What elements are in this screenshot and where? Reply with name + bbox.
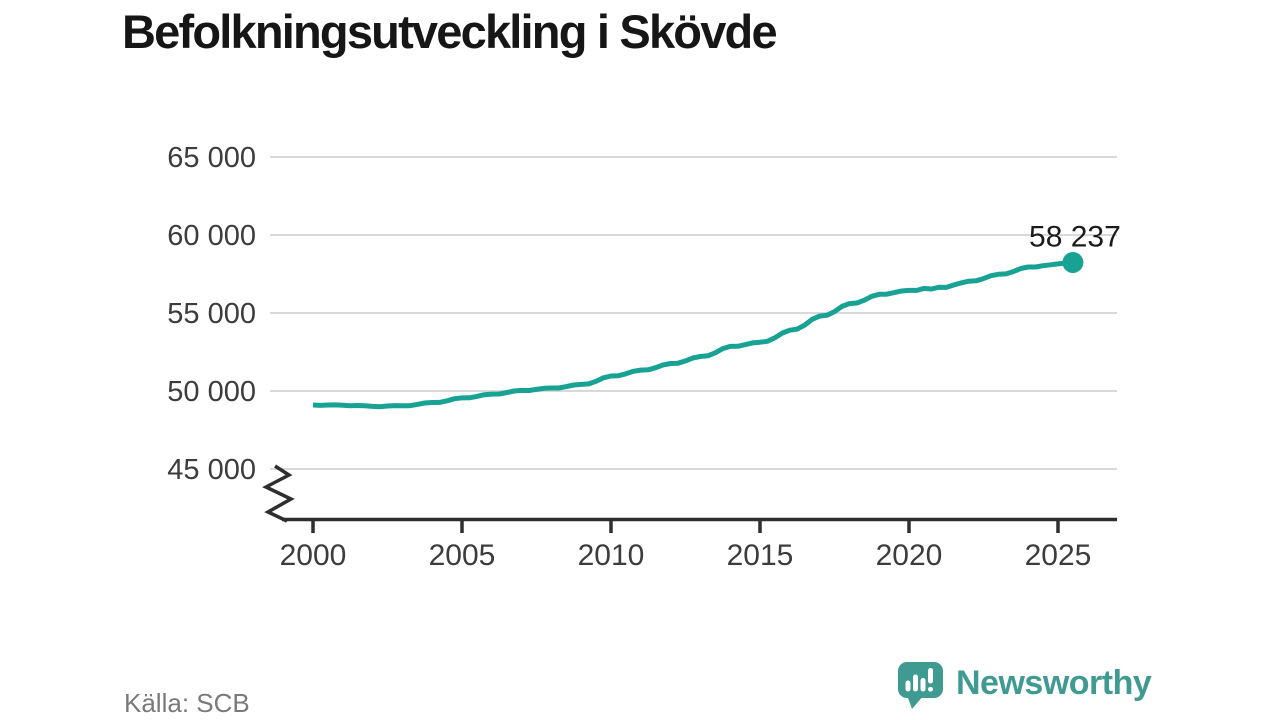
x-tick-label: 2020 <box>876 539 943 572</box>
y-tick-label: 60 000 <box>167 220 256 252</box>
x-tick-label: 2000 <box>280 539 347 572</box>
x-tick-label: 2015 <box>727 539 794 572</box>
source-label: Källa: SCB <box>124 688 250 718</box>
chart-title: Befolkningsutveckling i Skövde <box>122 5 778 58</box>
x-tick-label: 2005 <box>429 539 496 572</box>
axis-break-icon <box>262 464 295 523</box>
newsworthy-wordmark: Newsworthy <box>956 664 1152 702</box>
x-tick-label: 2025 <box>1025 539 1092 572</box>
newsworthy-logo: Newsworthy <box>897 661 1152 711</box>
population-series-line <box>312 260 1074 410</box>
x-tick-label: 2010 <box>578 539 645 572</box>
newsworthy-logo-icon <box>898 662 943 709</box>
y-tick-label: 65 000 <box>167 142 256 174</box>
y-tick-label: 50 000 <box>167 376 256 408</box>
y-tick-label: 45 000 <box>167 454 256 486</box>
series-end-dot <box>1062 252 1084 274</box>
end-value-label: 58 237 <box>1029 221 1121 254</box>
y-tick-label: 55 000 <box>167 298 256 330</box>
